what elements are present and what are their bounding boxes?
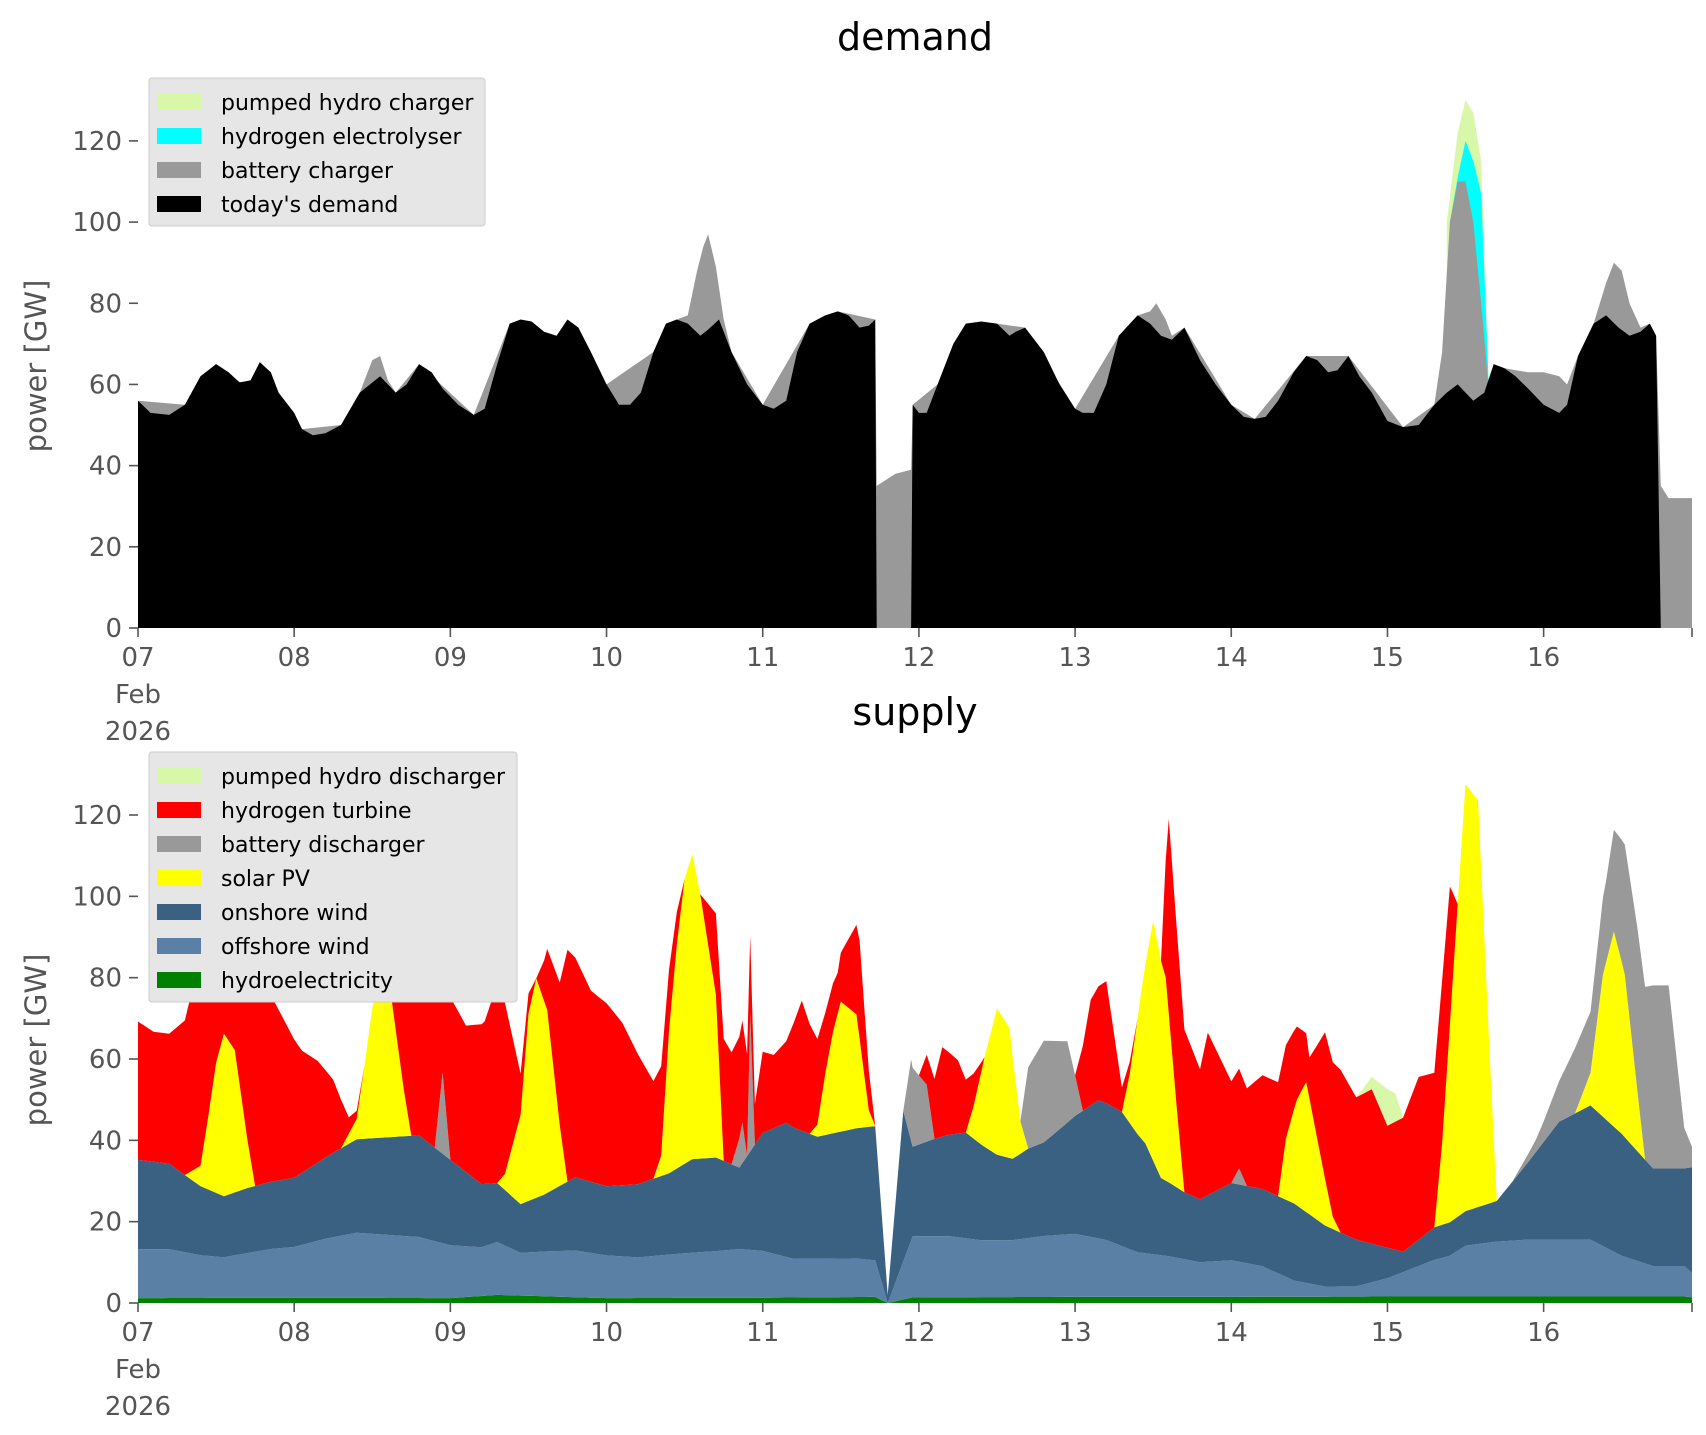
supply-xtick-label-3: 10: [590, 1318, 623, 1348]
demand-xtick-label-2: 09: [434, 643, 467, 673]
demand-legend-swatch-battery-charger: [157, 162, 201, 178]
supply-xtick-label-0-2: 2026: [105, 1392, 171, 1422]
demand-xtick-label-5: 12: [902, 643, 935, 673]
demand-panel: demand power [GW] 0 20 40 60 80 100 120 07 Feb 20…: [19, 15, 1693, 747]
supply-axes: 0 20 40 60 80 100 120 07 Feb 2026 08 09 10 11 12 13 14 15…: [72, 801, 1693, 1422]
supply-legend-label-onshore-wind: onshore wind: [221, 901, 368, 926]
supply-xtick-label-2: 09: [434, 1318, 467, 1348]
demand-area-today-s-demand: [138, 311, 1692, 628]
supply-xtick-label-0: 07: [121, 1318, 154, 1348]
demand-legend-label-pumped-hydro-charger: pumped hydro charger: [221, 91, 474, 116]
supply-legend-swatch-pumped-hydro-discharger: [157, 768, 201, 784]
demand-areas: [138, 100, 1692, 629]
demand-xtick-label-1: 08: [278, 643, 311, 673]
demand-axes: 0 20 40 60 80 100 120 07 Feb 2026 08 09 10 11 12 13 14 15…: [72, 127, 1693, 747]
supply-legend: pumped hydro discharger hydrogen turbine b…: [148, 751, 518, 1003]
demand-legend-label-hydrogen-electrolyser: hydrogen electrolyser: [221, 125, 462, 150]
supply-xtick-label-1: 08: [278, 1318, 311, 1348]
supply-xtick-label-8: 15: [1371, 1318, 1404, 1348]
supply-legend-label-solar-pv: solar PV: [221, 867, 310, 892]
demand-xtick-label-6: 13: [1059, 643, 1092, 673]
supply-legend-swatch-battery-discharger: [157, 836, 201, 852]
demand-xtick-label-7: 14: [1215, 643, 1248, 673]
supply-ytick-label-60: 60: [89, 1045, 122, 1075]
demand-legend-label-today-s-demand: today's demand: [221, 193, 398, 218]
demand-ytick-label-60: 60: [89, 370, 122, 400]
demand-legend-swatch-hydrogen-electrolyser: [157, 128, 201, 144]
supply-legend-label-hydroelectricity: hydroelectricity: [221, 969, 393, 994]
demand-title: demand: [837, 15, 993, 59]
supply-areas: [138, 784, 1692, 1303]
supply-ytick-label-120: 120: [72, 801, 122, 831]
demand-legend: pumped hydro charger hydrogen electrolyse…: [148, 77, 486, 227]
supply-legend-swatch-solar-pv: [157, 870, 201, 886]
demand-ytick-label-40: 40: [89, 452, 122, 482]
supply-xtick-label-0-1: Feb: [115, 1355, 161, 1385]
demand-xtick-label-0-1: Feb: [115, 680, 161, 710]
demand-xtick-label-0: 07: [121, 643, 154, 673]
supply-legend-swatch-hydroelectricity: [157, 972, 201, 988]
supply-title: supply: [852, 690, 977, 734]
supply-legend-label-battery-discharger: battery discharger: [221, 833, 426, 858]
supply-area-hydroelectricity: [138, 1294, 1692, 1303]
supply-legend-swatch-offshore-wind: [157, 938, 201, 954]
supply-xtick-label-7: 14: [1215, 1318, 1248, 1348]
supply-xtick-label-4: 11: [746, 1318, 779, 1348]
supply-legend-swatch-hydrogen-turbine: [157, 802, 201, 818]
demand-legend-label-battery-charger: battery charger: [221, 159, 394, 184]
demand-ytick-label-20: 20: [89, 533, 122, 563]
demand-ytick-label-120: 120: [72, 127, 122, 157]
supply-panel: supply power [GW] 0 20 40 60 80 100 120 07 Feb 20…: [19, 690, 1693, 1422]
supply-ytick-label-40: 40: [89, 1126, 122, 1156]
supply-area-offshore-wind: [138, 1232, 1692, 1303]
demand-xtick-label-8: 15: [1371, 643, 1404, 673]
supply-ytick-label-0: 0: [105, 1289, 122, 1319]
supply-ytick-label-80: 80: [89, 964, 122, 994]
demand-ytick-label-100: 100: [72, 208, 122, 238]
supply-ytick-label-20: 20: [89, 1208, 122, 1238]
demand-xtick-label-0-2: 2026: [105, 717, 171, 747]
supply-xtick-label-9: 16: [1527, 1318, 1560, 1348]
supply-legend-label-offshore-wind: offshore wind: [221, 935, 370, 960]
supply-legend-label-hydrogen-turbine: hydrogen turbine: [221, 799, 412, 824]
demand-xtick-label-4: 11: [746, 643, 779, 673]
demand-ytick-label-0: 0: [105, 614, 122, 644]
supply-area-solar-pv: [138, 784, 1692, 1295]
supply-legend-swatch-onshore-wind: [157, 904, 201, 920]
demand-ytick-label-80: 80: [89, 289, 122, 319]
supply-xtick-label-6: 13: [1059, 1318, 1092, 1348]
supply-area-onshore-wind: [138, 1100, 1692, 1303]
demand-legend-swatch-today-s-demand: [157, 196, 201, 212]
supply-xtick-label-5: 12: [902, 1318, 935, 1348]
supply-ylabel: power [GW]: [19, 954, 53, 1127]
demand-xtick-label-3: 10: [590, 643, 623, 673]
demand-legend-swatch-pumped-hydro-charger: [157, 94, 201, 110]
supply-area-hydrogen-turbine: [138, 784, 1692, 1295]
demand-ylabel: power [GW]: [19, 280, 53, 453]
supply-legend-label-pumped-hydro-discharger: pumped hydro discharger: [221, 765, 506, 790]
demand-legend-box: [148, 77, 486, 227]
demand-xtick-label-9: 16: [1527, 643, 1560, 673]
supply-legend-box: [148, 751, 518, 1003]
supply-ytick-label-100: 100: [72, 882, 122, 912]
